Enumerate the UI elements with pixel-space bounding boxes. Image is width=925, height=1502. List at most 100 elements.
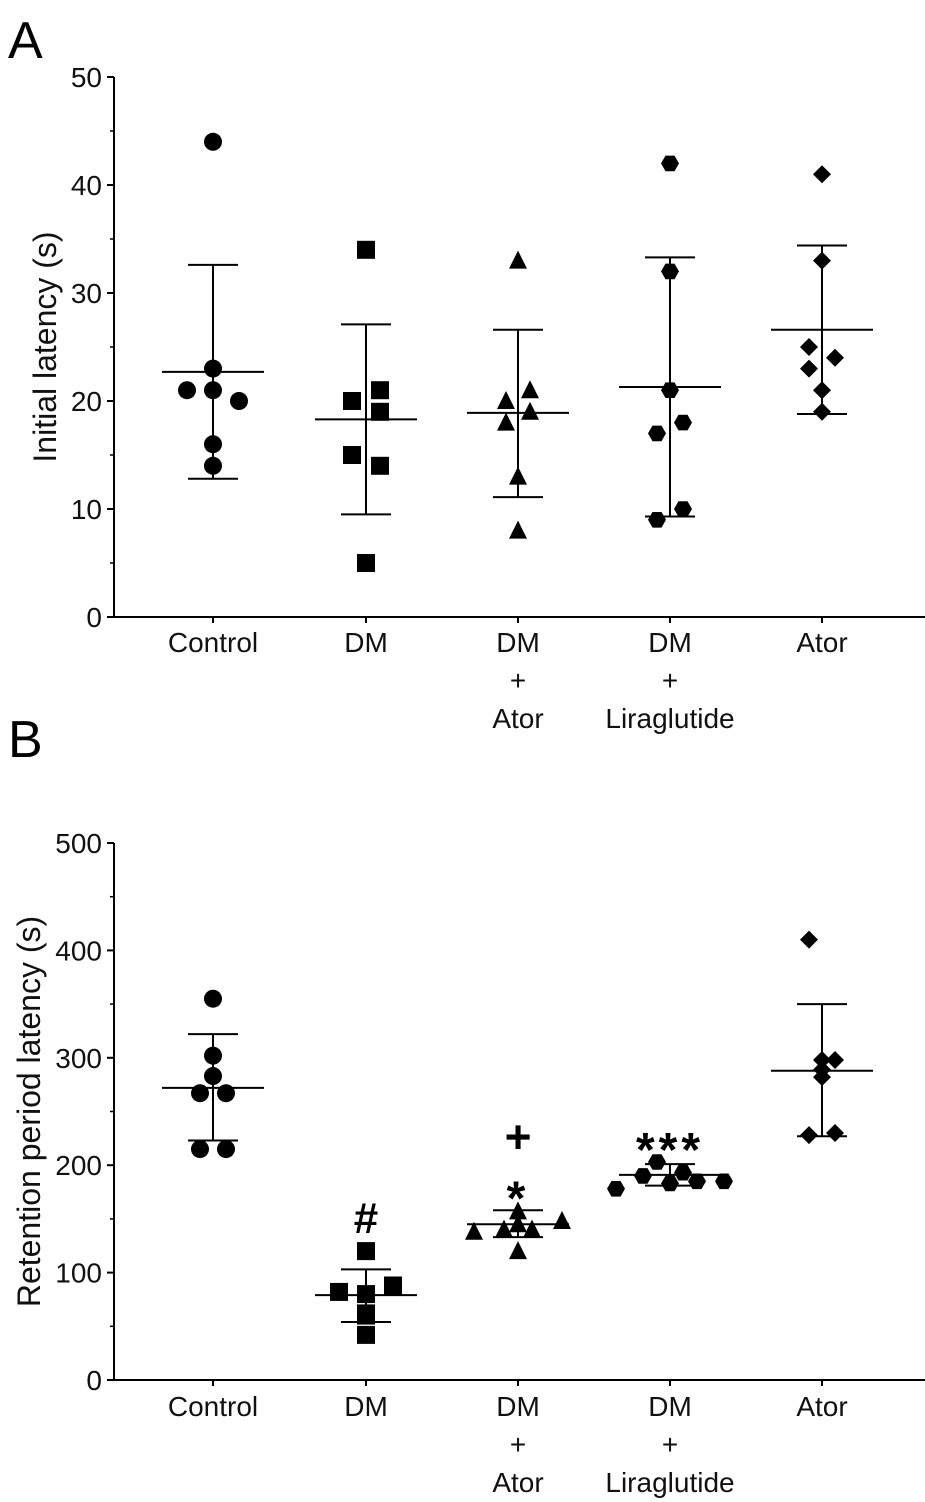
y-tick-label: 20 bbox=[71, 386, 102, 417]
data-point bbox=[521, 380, 539, 399]
data-point bbox=[688, 1173, 706, 1190]
data-point bbox=[230, 392, 248, 410]
data-point bbox=[607, 1181, 625, 1197]
data-point bbox=[191, 1084, 209, 1103]
data-point bbox=[357, 554, 375, 572]
x-tick-label: DM bbox=[648, 1391, 692, 1422]
data-point bbox=[521, 401, 539, 420]
x-tick-label: Ator bbox=[492, 703, 543, 734]
series-control bbox=[162, 132, 264, 480]
data-point bbox=[648, 512, 666, 528]
data-point bbox=[495, 1219, 513, 1238]
series-dm-ator bbox=[467, 250, 569, 539]
data-point bbox=[217, 1140, 235, 1159]
x-tick-label: + bbox=[510, 1429, 526, 1460]
data-point bbox=[204, 359, 222, 378]
data-point bbox=[497, 391, 515, 409]
data-point bbox=[204, 989, 222, 1008]
data-point bbox=[204, 1067, 222, 1086]
data-point bbox=[813, 381, 831, 400]
data-point bbox=[826, 1050, 844, 1069]
data-point bbox=[509, 466, 527, 485]
data-point bbox=[357, 1285, 375, 1304]
data-point bbox=[343, 392, 361, 410]
series-control bbox=[162, 989, 264, 1159]
y-tick-label: 30 bbox=[71, 278, 102, 309]
x-tick-label: + bbox=[662, 665, 678, 696]
y-tick-label: 0 bbox=[86, 602, 102, 633]
data-point bbox=[674, 414, 692, 431]
series-dm: # bbox=[315, 1194, 417, 1344]
data-point bbox=[509, 520, 527, 539]
data-point bbox=[800, 930, 818, 949]
x-tick-label: DM bbox=[648, 627, 692, 658]
x-tick-label: Control bbox=[168, 627, 258, 658]
data-point bbox=[497, 412, 515, 431]
y-tick-label: 40 bbox=[71, 170, 102, 201]
data-point bbox=[204, 456, 222, 475]
data-point bbox=[357, 1325, 375, 1344]
y-axis-title: Retention period latency (s) bbox=[11, 916, 47, 1307]
data-point bbox=[509, 250, 527, 269]
data-point bbox=[343, 446, 361, 464]
data-point bbox=[371, 456, 389, 475]
significance-marker: *** bbox=[636, 1124, 704, 1177]
significance-marker: + bbox=[505, 1110, 532, 1162]
y-tick-label: 100 bbox=[55, 1258, 102, 1289]
data-point bbox=[509, 1214, 527, 1233]
series-dm bbox=[315, 240, 417, 572]
data-point bbox=[204, 435, 222, 454]
data-point bbox=[553, 1211, 571, 1230]
y-tick-label: 400 bbox=[55, 935, 102, 966]
data-point bbox=[634, 1168, 652, 1184]
significance-marker: # bbox=[354, 1194, 378, 1243]
y-tick-label: 50 bbox=[71, 62, 102, 93]
data-point bbox=[357, 1242, 375, 1261]
data-point bbox=[826, 1123, 844, 1142]
data-point bbox=[674, 1164, 692, 1181]
x-tick-label: DM bbox=[496, 627, 540, 658]
data-point bbox=[813, 1050, 831, 1069]
x-tick-label: Ator bbox=[796, 627, 847, 658]
y-tick-label: 500 bbox=[55, 828, 102, 859]
x-tick-label: Liraglutide bbox=[605, 703, 734, 734]
x-tick-label: Control bbox=[168, 1391, 258, 1422]
data-point bbox=[813, 402, 831, 421]
series-ator bbox=[771, 930, 873, 1145]
panel-label: A bbox=[8, 12, 43, 70]
series-dm-ator: *+ bbox=[465, 1110, 571, 1260]
data-point bbox=[813, 251, 831, 270]
significance-marker: * bbox=[507, 1172, 530, 1225]
data-point bbox=[813, 1068, 831, 1087]
data-point bbox=[204, 132, 222, 151]
x-tick-label: Ator bbox=[492, 1467, 543, 1498]
data-point bbox=[648, 1154, 666, 1170]
data-point bbox=[813, 165, 831, 184]
x-tick-label: Liraglutide bbox=[605, 1467, 734, 1498]
y-tick-label: 0 bbox=[86, 1365, 102, 1396]
y-tick-label: 10 bbox=[71, 494, 102, 525]
data-point bbox=[674, 501, 692, 517]
data-point bbox=[661, 382, 679, 398]
y-tick-label: 300 bbox=[55, 1043, 102, 1074]
data-point bbox=[509, 1241, 527, 1260]
series-dm-liraglutide: *** bbox=[607, 1124, 733, 1197]
data-point bbox=[509, 1201, 527, 1220]
y-axis-title: Initial latency (s) bbox=[27, 231, 63, 462]
data-point bbox=[371, 381, 389, 400]
data-point bbox=[371, 402, 389, 421]
series-dm-liraglutide bbox=[619, 155, 721, 528]
panel-a: A 0 10 20 30 40 50 Initial latency (s) Control DM… bbox=[8, 12, 925, 734]
series-ator bbox=[771, 165, 873, 421]
x-tick-label: Ator bbox=[796, 1391, 847, 1422]
data-point bbox=[826, 348, 844, 367]
data-point bbox=[330, 1282, 348, 1301]
data-point bbox=[661, 263, 679, 280]
y-tick-label: 200 bbox=[55, 1150, 102, 1181]
data-point bbox=[715, 1173, 733, 1190]
panel-b: B 0 100 200 300 400 500 Retention period latenc… bbox=[8, 711, 925, 1498]
data-point bbox=[661, 155, 679, 172]
data-point bbox=[357, 240, 375, 259]
panel-label: B bbox=[8, 711, 43, 769]
